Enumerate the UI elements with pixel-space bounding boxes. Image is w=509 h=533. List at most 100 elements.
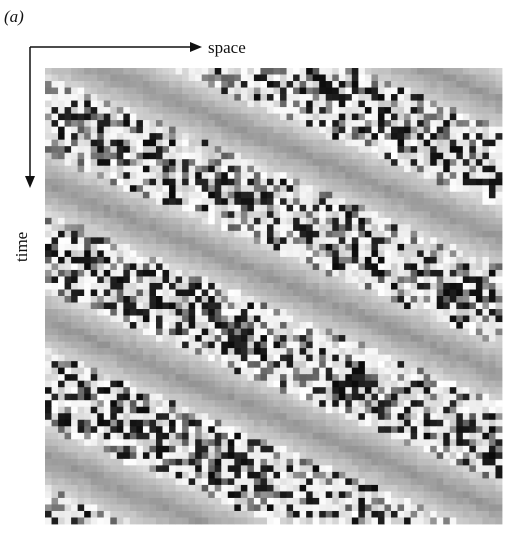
pixel <box>319 153 326 160</box>
pixel <box>52 283 59 290</box>
pixel <box>319 407 326 414</box>
pixel <box>313 185 320 192</box>
pixel <box>345 511 352 518</box>
pixel <box>280 172 287 179</box>
pixel <box>300 433 307 440</box>
pixel <box>65 257 72 264</box>
pixel <box>163 75 170 82</box>
pixel <box>482 244 489 251</box>
pixel <box>391 270 398 277</box>
pixel <box>149 205 156 212</box>
pixel <box>267 237 274 244</box>
pixel <box>293 478 300 485</box>
pixel <box>391 426 398 433</box>
pixel <box>424 257 431 264</box>
pixel <box>293 114 300 121</box>
pixel <box>247 263 254 270</box>
pixel <box>319 322 326 329</box>
pixel <box>371 361 378 368</box>
pixel <box>84 133 91 140</box>
pixel <box>260 498 267 505</box>
pixel <box>417 146 424 153</box>
pixel <box>267 485 274 492</box>
pixel <box>182 133 189 140</box>
pixel <box>208 75 215 82</box>
pixel <box>130 361 137 368</box>
pixel <box>130 342 137 349</box>
pixel <box>189 159 196 166</box>
pixel <box>463 296 470 303</box>
pixel <box>287 192 294 199</box>
pixel <box>215 361 222 368</box>
pixel <box>437 485 444 492</box>
pixel <box>65 420 72 427</box>
pixel <box>149 231 156 238</box>
pixel <box>339 88 346 95</box>
pixel <box>463 127 470 134</box>
pixel <box>469 231 476 238</box>
pixel <box>463 465 470 472</box>
pixel <box>71 263 78 270</box>
pixel <box>424 276 431 283</box>
pixel <box>228 498 235 505</box>
pixel <box>489 296 496 303</box>
pixel <box>411 101 418 108</box>
pixel <box>424 335 431 342</box>
pixel <box>71 75 78 82</box>
pixel <box>52 511 59 518</box>
pixel <box>391 257 398 264</box>
pixel <box>326 335 333 342</box>
pixel <box>84 107 91 114</box>
pixel <box>306 439 313 446</box>
pixel <box>136 322 143 329</box>
pixel <box>404 498 411 505</box>
pixel <box>221 127 228 134</box>
pixel <box>287 218 294 225</box>
pixel <box>110 491 117 498</box>
pixel <box>306 309 313 316</box>
pixel <box>339 244 346 251</box>
pixel <box>424 94 431 101</box>
pixel <box>365 374 372 381</box>
pixel <box>293 211 300 218</box>
pixel <box>404 374 411 381</box>
pixel <box>182 289 189 296</box>
pixel <box>52 517 59 524</box>
pixel <box>45 400 52 407</box>
pixel <box>437 179 444 186</box>
pixel <box>319 498 326 505</box>
pixel <box>456 316 463 323</box>
pixel <box>91 517 98 524</box>
pixel <box>202 498 209 505</box>
pixel <box>195 244 202 251</box>
pixel <box>313 511 320 518</box>
pixel <box>182 368 189 375</box>
pixel <box>404 237 411 244</box>
pixel <box>424 153 431 160</box>
pixel <box>398 498 405 505</box>
pixel <box>156 426 163 433</box>
pixel <box>254 472 261 479</box>
pixel <box>293 257 300 264</box>
pixel <box>319 452 326 459</box>
pixel <box>84 244 91 251</box>
pixel <box>58 387 65 394</box>
pixel <box>476 322 483 329</box>
pixel <box>84 231 91 238</box>
pixel <box>326 127 333 134</box>
pixel <box>247 159 254 166</box>
pixel <box>195 322 202 329</box>
pixel <box>411 185 418 192</box>
pixel <box>463 179 470 186</box>
pixel <box>97 172 104 179</box>
pixel <box>384 368 391 375</box>
pixel <box>202 127 209 134</box>
pixel <box>384 413 391 420</box>
pixel <box>156 498 163 505</box>
pixel <box>58 407 65 414</box>
pixel <box>208 361 215 368</box>
pixel <box>104 68 111 75</box>
pixel <box>221 133 228 140</box>
pixel <box>463 81 470 88</box>
pixel <box>482 439 489 446</box>
